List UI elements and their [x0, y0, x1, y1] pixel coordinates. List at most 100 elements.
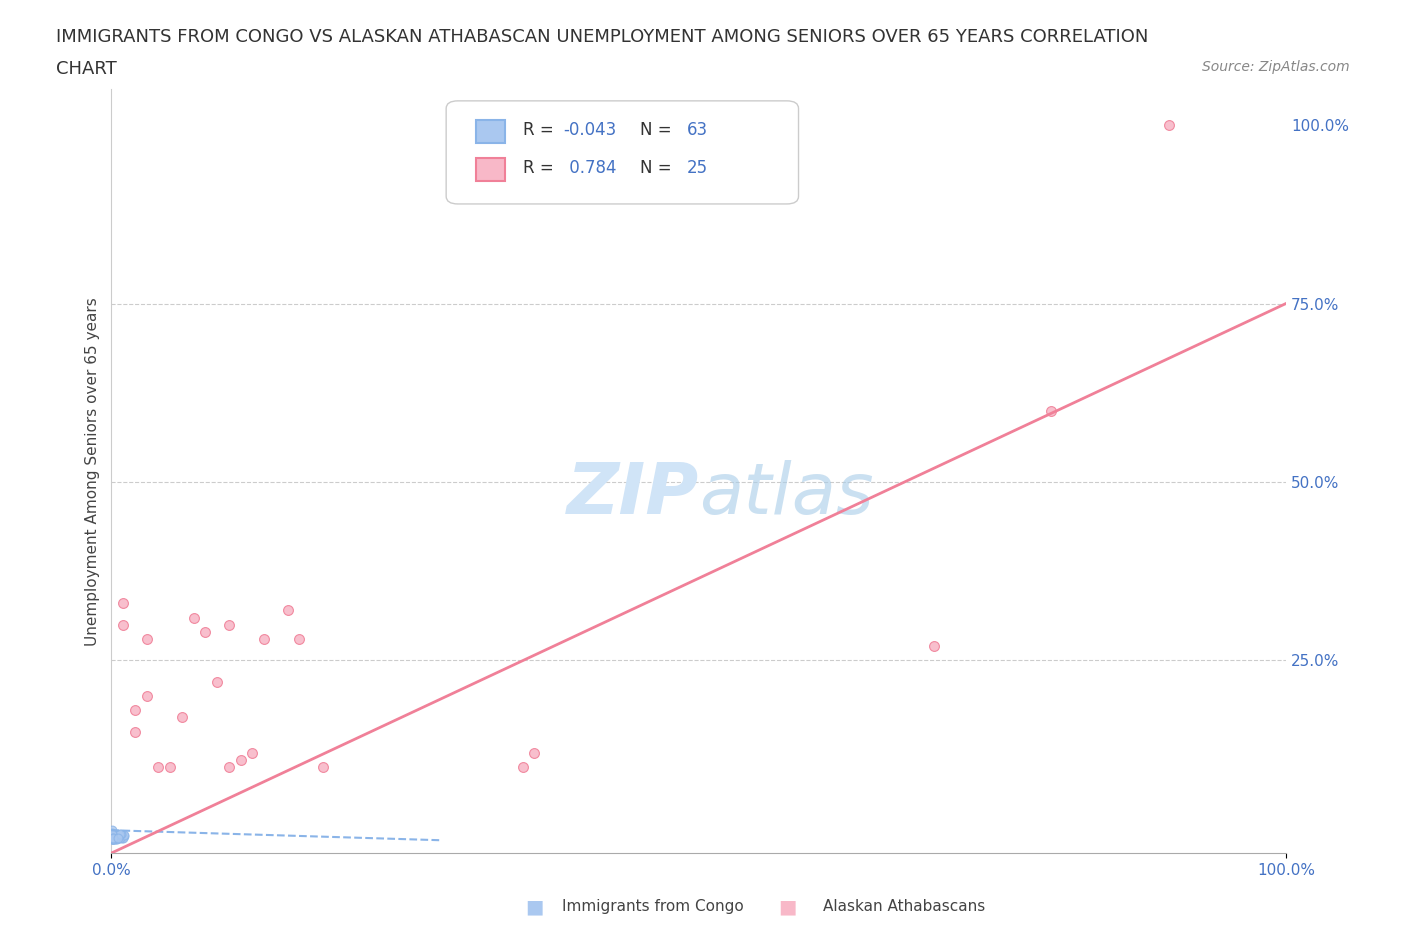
Point [112, 829, 135, 844]
Point [1157, 118, 1180, 133]
Point [105, 831, 128, 846]
Point [218, 618, 240, 632]
Point [124, 724, 146, 739]
Text: R =: R = [523, 159, 558, 177]
Point [105, 830, 128, 844]
Point [100, 822, 122, 837]
Text: 0.784: 0.784 [564, 159, 616, 177]
Point [101, 831, 124, 846]
Point [101, 830, 124, 845]
Point [523, 746, 546, 761]
Point [101, 831, 124, 846]
Text: Source: ZipAtlas.com: Source: ZipAtlas.com [1202, 60, 1350, 74]
Point [218, 760, 240, 775]
Point [170, 710, 193, 724]
Point [229, 753, 252, 768]
Point [100, 827, 122, 842]
Point [104, 830, 127, 845]
Point [101, 828, 124, 843]
Text: ■: ■ [524, 897, 544, 916]
Point [101, 830, 124, 845]
Point [103, 830, 125, 844]
Point [100, 830, 122, 844]
Point [101, 829, 124, 844]
Text: Alaskan Athabascans: Alaskan Athabascans [823, 899, 984, 914]
Point [288, 631, 311, 646]
Point [312, 760, 335, 775]
Point [194, 624, 217, 639]
Text: -0.043: -0.043 [564, 121, 617, 139]
Point [103, 830, 125, 844]
Point [101, 830, 124, 845]
Point [105, 827, 128, 842]
Point [103, 830, 125, 845]
FancyBboxPatch shape [446, 100, 799, 204]
Point [183, 610, 205, 625]
Text: 63: 63 [688, 121, 709, 139]
Point [107, 829, 129, 844]
Point [107, 830, 129, 845]
Point [103, 826, 125, 841]
Point [277, 603, 299, 618]
Point [103, 830, 125, 845]
Point [101, 831, 124, 846]
Point [110, 827, 132, 842]
Point [111, 830, 134, 845]
Point [101, 830, 124, 844]
Point [253, 631, 276, 646]
Point [100, 828, 122, 843]
FancyBboxPatch shape [475, 158, 505, 181]
Point [108, 830, 131, 845]
Point [159, 760, 181, 775]
Point [112, 596, 135, 611]
Point [104, 831, 127, 846]
Text: ■: ■ [778, 897, 797, 916]
Point [101, 830, 124, 845]
Text: N =: N = [640, 121, 676, 139]
Point [100, 830, 122, 845]
Point [205, 674, 228, 689]
Point [135, 688, 157, 703]
Point [104, 830, 127, 844]
Point [105, 830, 128, 844]
Point [103, 831, 125, 846]
Point [104, 830, 127, 845]
Text: R =: R = [523, 121, 558, 139]
FancyBboxPatch shape [475, 120, 505, 143]
Point [101, 829, 124, 844]
Text: 25: 25 [688, 159, 709, 177]
Point [112, 830, 135, 845]
Point [111, 830, 134, 844]
Point [240, 746, 263, 761]
Text: IMMIGRANTS FROM CONGO VS ALASKAN ATHABASCAN UNEMPLOYMENT AMONG SENIORS OVER 65 Y: IMMIGRANTS FROM CONGO VS ALASKAN ATHABAS… [56, 28, 1149, 46]
Point [107, 829, 129, 844]
Point [101, 830, 124, 844]
Point [1040, 403, 1063, 418]
Point [112, 828, 135, 843]
Point [922, 639, 945, 654]
Point [110, 827, 132, 842]
Point [135, 631, 157, 646]
Text: atlas: atlas [699, 459, 873, 528]
Point [108, 828, 131, 843]
Y-axis label: Unemployment Among Seniors over 65 years: Unemployment Among Seniors over 65 years [86, 297, 100, 645]
Point [101, 829, 124, 844]
Point [101, 830, 124, 845]
Point [124, 703, 146, 718]
Point [512, 760, 534, 775]
Point [101, 826, 124, 841]
Point [101, 829, 124, 844]
Point [103, 831, 125, 846]
Point [104, 830, 127, 844]
Point [101, 831, 124, 846]
Point [101, 828, 124, 843]
Point [104, 831, 127, 846]
Point [104, 830, 127, 845]
Point [101, 830, 124, 845]
Point [100, 830, 122, 844]
Text: ZIP: ZIP [567, 459, 699, 528]
Point [101, 831, 124, 846]
Text: Immigrants from Congo: Immigrants from Congo [562, 899, 744, 914]
Point [101, 830, 124, 845]
Point [100, 829, 122, 844]
